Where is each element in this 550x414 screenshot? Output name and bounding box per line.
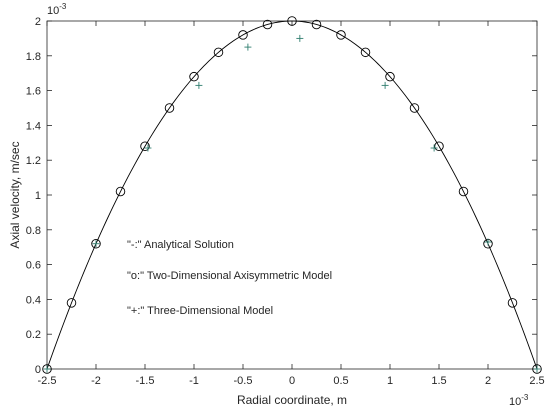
- x-tick-label: 1.5: [431, 375, 446, 387]
- axisymmetric-point: [532, 364, 542, 374]
- three-dimensional-point: [296, 34, 304, 42]
- three-dimensional-point: [533, 365, 541, 373]
- axisymmetric-point: [409, 103, 420, 113]
- axes-box: [46, 20, 538, 370]
- x-tick-label: -1: [189, 375, 199, 387]
- axisymmetric-point: [336, 30, 346, 40]
- axisymmetric-point: [507, 298, 518, 308]
- y-tick-label: 0.6: [26, 260, 41, 272]
- three-dimensional-point: [430, 144, 438, 152]
- plot-area: -2.5 -2 -1.5 -1 -0.5 0 0.5 1 1.5 2 2.5 0 0.2 0.4 0.6 0.…: [26, 16, 545, 387]
- axisymmetric-point: [311, 19, 322, 30]
- three-dimensional-point: [43, 365, 51, 373]
- axisymmetric-point: [66, 298, 77, 308]
- y-tick-label: 1.6: [26, 86, 41, 98]
- x-tick-label: 2: [485, 375, 491, 387]
- y-tick-label: 1: [35, 190, 41, 202]
- axisymmetric-point: [434, 141, 444, 152]
- y-tick-label: 0.4: [26, 294, 41, 306]
- annotation-analytical: "-:" Analytical Solution: [127, 239, 234, 251]
- three-dimensional-point: [484, 238, 492, 246]
- x-exponent-label: 10-3: [509, 393, 529, 408]
- x-tick-label: 2.5: [529, 375, 544, 387]
- axisymmetric-point: [262, 19, 273, 30]
- y-tick-label: 0: [35, 364, 41, 376]
- y-tick-label: 1.2: [26, 155, 41, 167]
- three-dimensional-point: [244, 43, 252, 51]
- annotation-three-dimensional: "+:" Three-Dimensional Model: [127, 305, 273, 317]
- x-tick-label: -2.5: [38, 375, 57, 387]
- y-tick-label: 0.8: [26, 225, 41, 237]
- axisymmetric-point: [238, 30, 248, 40]
- ticks-layer: -2.5 -2 -1.5 -1 -0.5 0 0.5 1 1.5 2 2.5 0 0.2 0.4 0.6 0.…: [26, 16, 545, 387]
- axisymmetric-point: [115, 186, 126, 197]
- x-tick-label: 0.5: [333, 375, 348, 387]
- y-exponent-label: 10-3: [47, 2, 67, 17]
- x-tick-label: 1: [387, 375, 393, 387]
- x-axis-label: Radial coordinate, m: [237, 393, 347, 407]
- axisymmetric-point: [189, 71, 199, 82]
- axisymmetric-point: [91, 238, 101, 249]
- series-layer: [42, 16, 542, 374]
- y-tick-label: 1.4: [26, 120, 41, 132]
- axisymmetric-point: [140, 141, 150, 152]
- three-dimensional-point: [144, 144, 152, 152]
- axisymmetric-point: [287, 16, 297, 26]
- axisymmetric-point: [164, 103, 175, 113]
- x-tick-label: -2: [91, 375, 101, 387]
- x-tick-label: 0: [289, 375, 295, 387]
- annotation-axisymmetric: "o:" Two-Dimensional Axisymmetric Model: [127, 270, 332, 282]
- analytical-solution-line: [46, 20, 538, 370]
- y-axis-label: Axial velocity, m/sec: [8, 141, 22, 248]
- axisymmetric-point: [458, 186, 469, 197]
- axisymmetric-point: [213, 47, 224, 58]
- y-tick-label: 1.8: [26, 51, 41, 63]
- x-tick-label: -0.5: [234, 375, 253, 387]
- three-dimensional-point: [92, 240, 100, 248]
- axisymmetric-point: [385, 71, 395, 82]
- axisymmetric-point: [360, 47, 371, 58]
- y-tick-label: 0.2: [26, 329, 41, 341]
- three-dimensional-point: [381, 81, 389, 89]
- x-tick-label: -1.5: [136, 375, 155, 387]
- three-dimensional-point: [195, 81, 203, 89]
- axisymmetric-point: [42, 364, 52, 374]
- y-tick-label: 2: [35, 16, 41, 28]
